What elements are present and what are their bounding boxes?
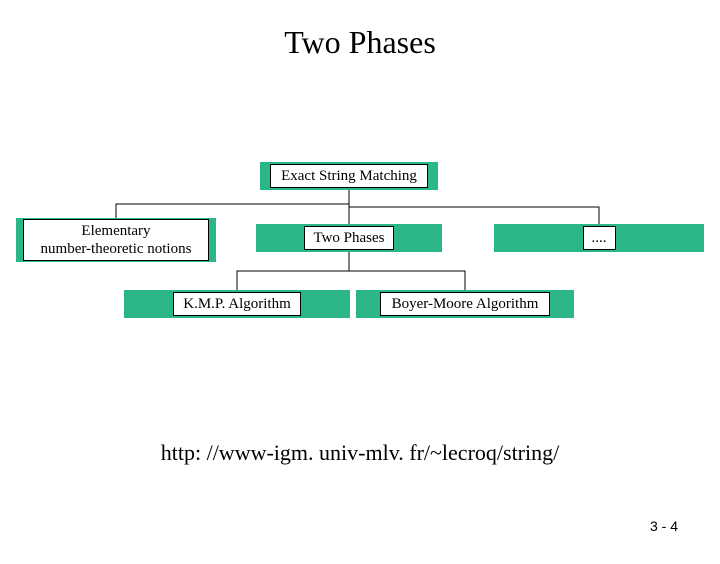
tree-node-root: Exact String Matching (260, 162, 438, 190)
tree-node-label: Exact String Matching (270, 164, 428, 188)
tree-node-label: .... (583, 226, 616, 250)
tree-diagram: Exact String Matching Elementary number-t… (16, 162, 704, 362)
reference-url: http: //www-igm. univ-mlv. fr/~lecroq/st… (0, 440, 720, 466)
tree-connectors (16, 162, 704, 362)
tree-edge (116, 190, 349, 218)
tree-node-tp: Two Phases (256, 224, 442, 252)
page-number: 3 - 4 (650, 518, 678, 534)
tree-edge (349, 252, 465, 290)
page-title: Two Phases (0, 24, 720, 61)
tree-node-bm: Boyer-Moore Algorithm (356, 290, 574, 318)
tree-node-label: Elementary number-theoretic notions (23, 219, 209, 261)
tree-node-elem: Elementary number-theoretic notions (16, 218, 216, 262)
tree-node-kmp: K.M.P. Algorithm (124, 290, 350, 318)
tree-node-label: Two Phases (304, 226, 393, 250)
tree-edge (349, 190, 599, 224)
tree-node-label: Boyer-Moore Algorithm (380, 292, 550, 316)
tree-node-dots: .... (494, 224, 704, 252)
tree-node-label: K.M.P. Algorithm (173, 292, 301, 316)
tree-edge (237, 252, 349, 290)
